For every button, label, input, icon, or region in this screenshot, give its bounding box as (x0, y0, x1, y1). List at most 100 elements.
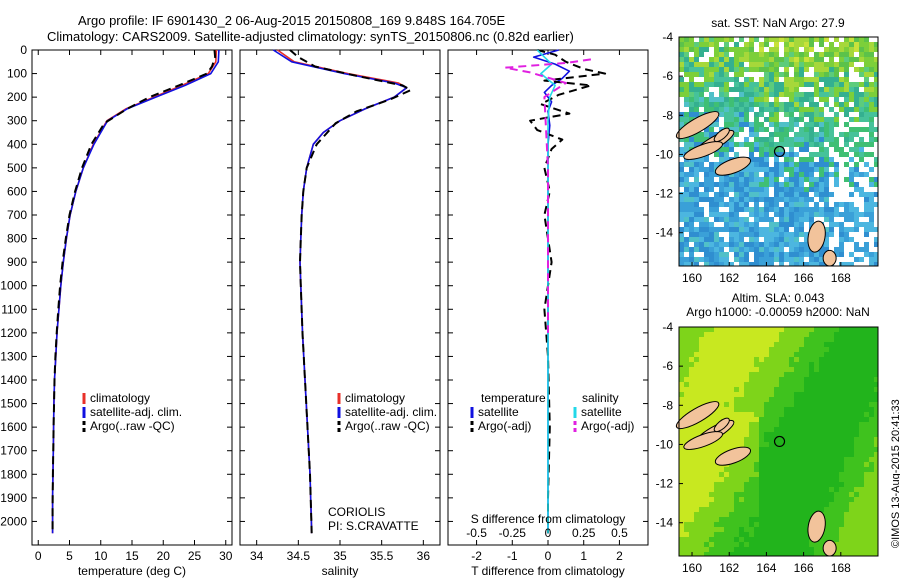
sst-map-pixel (679, 92, 685, 98)
sla-map-pixel (694, 387, 700, 393)
sst-map-pixel (679, 97, 685, 103)
sla-map-xtick-label: 162 (719, 561, 739, 575)
sla-map-pixel (689, 527, 695, 533)
sst-map-pixel (709, 52, 715, 58)
sla-map-pixel (874, 417, 878, 423)
sst-map-pixel (869, 167, 875, 173)
sst-map-pixel (729, 82, 735, 88)
sla-map-pixel (804, 377, 810, 383)
sla-map-pixel (794, 407, 800, 413)
sla-map-pixel (859, 457, 865, 463)
sst-map-pixel (704, 207, 710, 213)
sst-map-pixel (759, 177, 765, 183)
sst-map-pixel (834, 152, 840, 158)
sla-map-pixel (854, 417, 860, 423)
sst-map-pixel (729, 62, 735, 68)
sst-map-pixel (739, 232, 745, 238)
sla-map-pixel (739, 542, 745, 548)
sst-map-pixel (764, 122, 770, 128)
sla-map-pixel (794, 542, 800, 548)
sst-map-pixel (814, 82, 820, 88)
sla-map-pixel (844, 437, 850, 443)
sst-map-pixel (869, 37, 875, 43)
sla-map-pixel (754, 527, 760, 533)
sla-map-pixel (694, 382, 700, 388)
sla-map-pixel (699, 457, 705, 463)
sla-map-pixel (709, 487, 715, 493)
sla-map-pixel (784, 462, 790, 468)
sst-map-pixel (744, 217, 750, 223)
sst-map-pixel (859, 252, 865, 258)
sst-map-pixel (799, 162, 805, 168)
sla-map-pixel (819, 377, 825, 383)
sst-map-pixel (714, 122, 720, 128)
sla-map-pixel (729, 537, 735, 543)
sst-map-pixel (749, 167, 755, 173)
sla-map-pixel (809, 462, 815, 468)
sla-map-pixel (689, 372, 695, 378)
sst-map-pixel (684, 102, 690, 108)
sst-map-pixel (804, 47, 810, 53)
sst-map-pixel (854, 232, 860, 238)
sst-map-pixel (834, 67, 840, 73)
sla-map-pixel (714, 487, 720, 493)
sst-map-pixel (699, 177, 705, 183)
sst-map-pixel (849, 87, 855, 93)
sst-map-pixel (869, 72, 875, 78)
sst-map-pixel (789, 57, 795, 63)
sla-map-pixel (859, 502, 865, 508)
sst-map-pixel (839, 177, 845, 183)
sla-map-pixel (749, 462, 755, 468)
difference-legend-label: satellite (478, 405, 519, 419)
sla-map-pixel (834, 462, 840, 468)
sst-map-pixel (699, 237, 705, 243)
sla-map-pixel (779, 497, 785, 503)
sla-map-pixel (844, 452, 850, 458)
sla-map-pixel (849, 417, 855, 423)
sla-map-pixel (779, 342, 785, 348)
sla-map-pixel (759, 522, 765, 528)
sla-map-pixel (799, 532, 805, 538)
difference-salinity-tick-label: 0.5 (611, 526, 628, 540)
sst-map-pixel (734, 97, 740, 103)
sla-map-pixel (809, 377, 815, 383)
sst-map-pixel (739, 92, 745, 98)
sla-map-pixel (774, 517, 780, 523)
sst-map-pixel (819, 262, 825, 266)
sla-map-pixel (759, 372, 765, 378)
sst-map-pixel (764, 112, 770, 118)
sst-map-pixel (754, 172, 760, 178)
sla-map-pixel (684, 427, 690, 433)
sst-map-pixel (799, 92, 805, 98)
sst-map-pixel (789, 217, 795, 223)
sla-map-pixel (689, 362, 695, 368)
sst-map-pixel (714, 117, 720, 123)
sla-map-pixel (724, 377, 730, 383)
sla-map-pixel (739, 477, 745, 483)
sla-map-pixel (844, 362, 850, 368)
sla-map-pixel (829, 467, 835, 473)
sst-map-pixel (739, 132, 745, 138)
sst-map-pixel (694, 67, 700, 73)
sst-map-pixel (839, 147, 845, 153)
sla-map-pixel (719, 412, 725, 418)
sla-map-pixel (679, 362, 685, 368)
sla-map-pixel (819, 367, 825, 373)
sla-map-pixel (794, 517, 800, 523)
sst-map-pixel (854, 157, 860, 163)
sla-map-pixel (729, 492, 735, 498)
sst-map-pixel (739, 102, 745, 108)
sla-map-pixel (729, 532, 735, 538)
sst-map-pixel (774, 227, 780, 233)
sst-map-pixel (774, 97, 780, 103)
sst-map-pixel (799, 257, 805, 263)
sla-map-pixel (774, 537, 780, 543)
sla-map-pixel (874, 357, 878, 363)
sla-map-pixel (824, 402, 830, 408)
sla-map-pixel (859, 407, 865, 413)
sst-map-pixel (864, 77, 870, 83)
sst-map-pixel (819, 147, 825, 153)
sla-map-pixel (769, 547, 775, 553)
sla-map-pixel (784, 502, 790, 508)
sla-map-pixel (874, 422, 878, 428)
